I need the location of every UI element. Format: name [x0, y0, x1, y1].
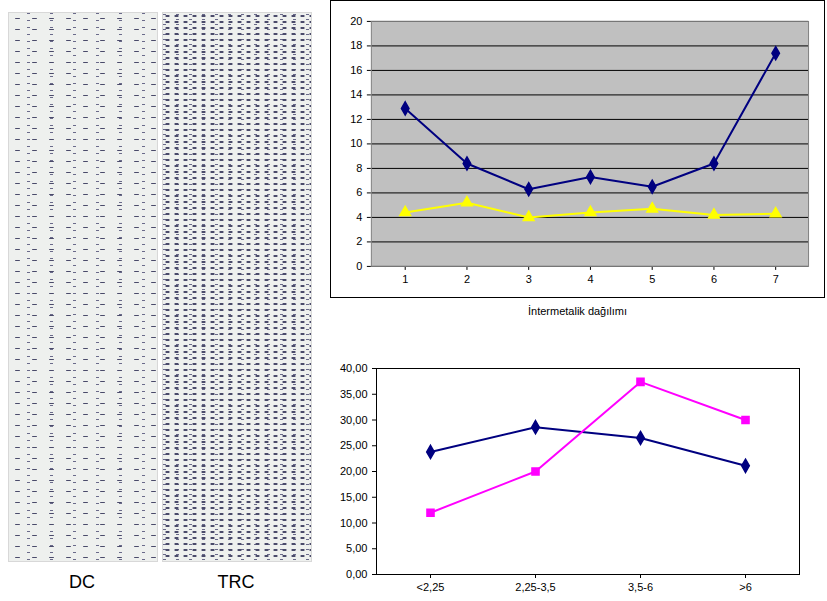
svg-text:3: 3	[526, 273, 532, 285]
svg-text:6: 6	[711, 273, 717, 285]
svg-text:15,00: 15,00	[340, 491, 368, 503]
svg-text:6: 6	[356, 186, 362, 198]
svg-text:20: 20	[350, 15, 362, 27]
svg-text:10: 10	[350, 137, 362, 149]
svg-text:2: 2	[356, 235, 362, 247]
svg-text:5,00: 5,00	[346, 542, 367, 554]
svg-text:>6: >6	[739, 581, 752, 593]
svg-text:16: 16	[350, 64, 362, 76]
svg-text:1: 1	[402, 273, 408, 285]
svg-text:30,00: 30,00	[340, 414, 368, 426]
svg-text:8: 8	[356, 162, 362, 174]
svg-text:35,00: 35,00	[340, 388, 368, 400]
svg-text:5: 5	[649, 273, 655, 285]
svg-text:12: 12	[350, 113, 362, 125]
html-text:TRC: TRC	[217, 572, 255, 592]
svg-text:0: 0	[356, 260, 362, 272]
html-text:İntermetalik dağılımı: İntermetalik dağılımı	[528, 305, 627, 317]
svg-text:4: 4	[587, 273, 593, 285]
svg-text:20,00: 20,00	[340, 465, 368, 477]
svg-text:7: 7	[773, 273, 779, 285]
svg-text:4: 4	[356, 211, 362, 223]
svg-text:2,25-3,5: 2,25-3,5	[515, 581, 555, 593]
svg-text:3,5-6: 3,5-6	[628, 581, 653, 593]
svg-text:40,00: 40,00	[340, 362, 368, 374]
svg-text:18: 18	[350, 39, 362, 51]
svg-text:14: 14	[350, 88, 362, 100]
svg-text:<2,25: <2,25	[417, 581, 445, 593]
svg-text:25,00: 25,00	[340, 439, 368, 451]
svg-text:0,00: 0,00	[346, 568, 367, 580]
svg-text:10,00: 10,00	[340, 517, 368, 529]
html-text:DC: DC	[69, 572, 95, 592]
svg-text:2: 2	[464, 273, 470, 285]
